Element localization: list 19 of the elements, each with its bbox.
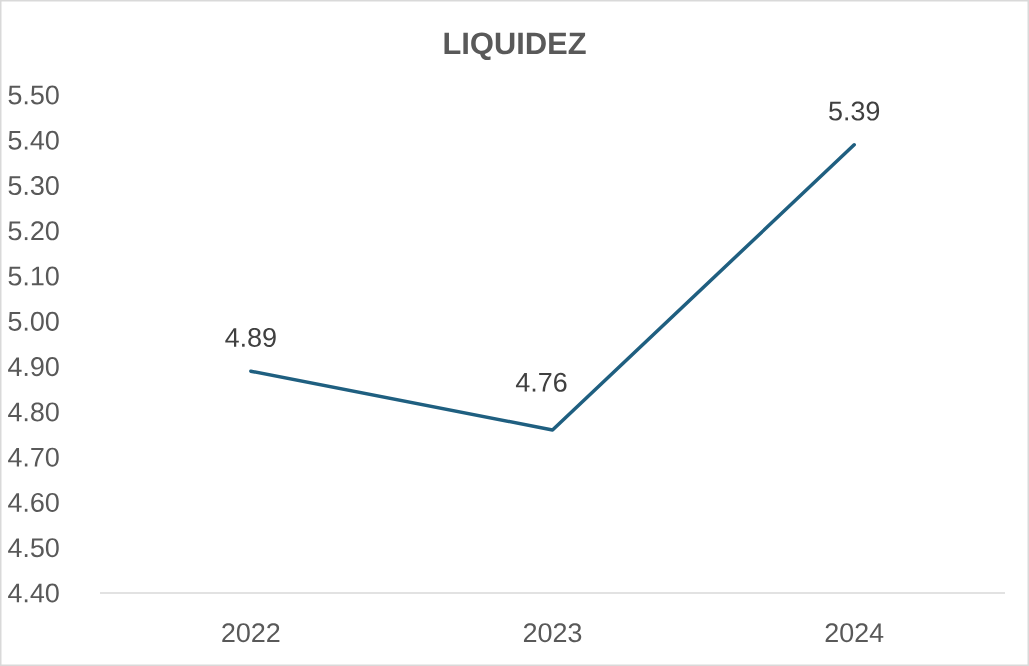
- y-tick-label: 4.50: [8, 538, 59, 558]
- y-tick-label: 4.70: [8, 447, 59, 467]
- y-tick-label: 5.20: [8, 221, 59, 241]
- y-tick-label: 5.00: [8, 311, 59, 331]
- y-tick-label: 4.40: [8, 583, 59, 603]
- data-label: 4.76: [515, 372, 567, 392]
- y-tick-label: 5.50: [8, 85, 59, 105]
- data-label: 5.39: [829, 101, 880, 121]
- data-label: 4.89: [225, 327, 276, 347]
- y-tick-label: 5.40: [8, 130, 59, 150]
- y-tick-label: 5.30: [8, 176, 59, 196]
- y-tick-label: 4.80: [8, 402, 59, 422]
- x-tick-label: 2022: [222, 623, 280, 643]
- x-tick-label: 2023: [523, 623, 582, 643]
- chart-title: LIQUIDEZ: [444, 32, 586, 61]
- y-tick-label: 4.90: [8, 357, 59, 377]
- x-tick-label: 2024: [825, 623, 884, 643]
- y-tick-label: 4.60: [8, 492, 59, 512]
- y-tick-label: 5.10: [8, 266, 59, 286]
